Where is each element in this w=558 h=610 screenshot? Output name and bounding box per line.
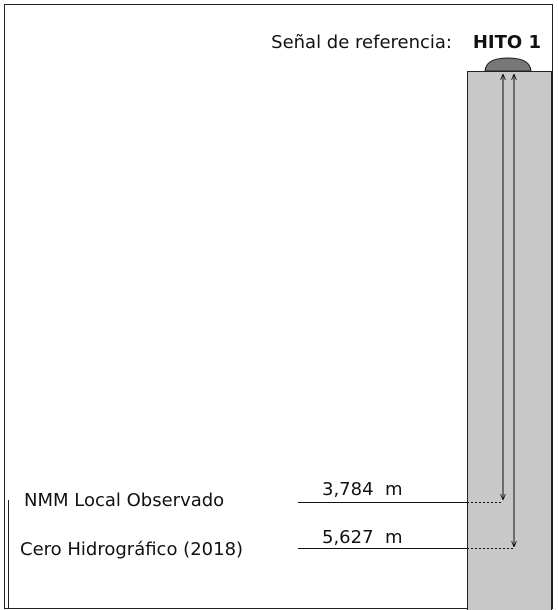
pillar — [467, 71, 552, 610]
frame — [4, 4, 553, 609]
level-name: NMM Local Observado — [24, 490, 224, 511]
level-distance: 3,784 m — [322, 479, 403, 500]
benchmark-cap — [484, 57, 532, 72]
level-name: Cero Hidrográfico (2018) — [20, 539, 243, 560]
header-marker: HITO 1 — [473, 32, 541, 53]
level-distance: 5,627 m — [322, 527, 403, 548]
header-label: Señal de referencia: — [271, 32, 452, 53]
